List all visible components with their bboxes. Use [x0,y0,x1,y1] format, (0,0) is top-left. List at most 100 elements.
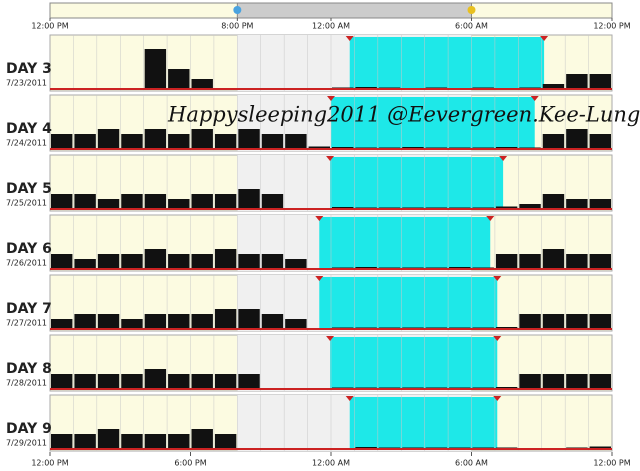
activity-bar [308,146,330,149]
day-label: DAY 8 [6,361,52,377]
sleep-marker [530,96,539,101]
sleep-period [331,97,535,149]
activity-bar [97,429,120,449]
bottom-tick-label: 12:00 AM [312,459,350,468]
activity-bar [285,134,307,149]
activity-bar [214,194,237,209]
activity-bar [238,129,260,149]
activity-bar [74,259,96,269]
date-label: 7/26/2011 [6,259,47,268]
activity-bar [589,74,611,89]
activity-bar [144,369,167,389]
activity-bar [191,429,213,449]
activity-bar [121,194,143,209]
activity-bar [168,134,190,149]
activity-bar [566,199,588,209]
activity-bar [51,319,73,329]
bottom-tick-label: 6:00 PM [174,459,206,468]
activity-bar [121,434,143,449]
activity-bar [285,319,307,329]
activity-bar [97,374,120,389]
activity-bar [51,254,73,269]
activity-bar [97,199,120,209]
activity-bar [566,374,588,389]
activity-bar [589,134,611,149]
activity-bar [97,129,120,149]
activity-bar [285,259,307,269]
activity-bar [191,314,213,329]
activity-bar [144,249,167,269]
top-tick-label: 12:00 AM [312,22,350,31]
sleep-marker [493,276,502,281]
activity-bar [51,434,73,449]
activity-bar [144,129,167,149]
activity-bar [191,129,213,149]
top-tick-label: 12:00 PM [31,22,68,31]
activity-bar [51,374,73,389]
activity-bar [121,374,143,389]
bottom-tick-label: 12:00 PM [593,459,630,468]
activity-bar [261,194,284,209]
activity-bar [168,199,190,209]
activity-bar [97,254,120,269]
activity-bar [519,254,541,269]
sleep-marker [326,336,335,341]
sleep-marker [486,216,495,221]
activity-bar [261,134,284,149]
activity-bar [261,254,284,269]
date-label: 7/24/2011 [6,139,47,148]
activity-bar [74,314,96,329]
activity-bar [238,254,260,269]
activity-bar [542,84,565,89]
activity-bar [191,374,213,389]
activity-bar [144,314,167,329]
activity-bar [214,434,237,449]
activity-bar [191,194,213,209]
top-tick-label: 8:00 PM [221,22,253,31]
day-label: DAY 6 [6,241,52,257]
sleep-period [349,397,498,449]
activity-bar [51,134,73,149]
activity-bar [191,254,213,269]
date-label: 7/23/2011 [6,79,47,88]
top-tick-label: 12:00 PM [593,22,630,31]
activity-bar [589,199,611,209]
activity-bar [214,374,237,389]
activity-bar [214,309,237,329]
watermark: Happysleeping2011 @Eevergreen.Kee-Lung [167,103,640,127]
sleep-period [330,337,498,389]
activity-bar [519,204,541,209]
activity-bar [589,446,611,449]
day-label: DAY 7 [6,301,52,317]
activity-bar [121,254,143,269]
activity-bar [214,249,237,269]
activity-bar [74,434,96,449]
activity-bar [238,374,260,389]
activity-bar [168,374,190,389]
activity-bar [144,434,167,449]
bottom-tick-label: 6:00 AM [455,459,488,468]
activity-bar [542,249,565,269]
activity-bar [542,314,565,329]
activity-bar [238,309,260,329]
activity-bar [191,79,213,89]
date-label: 7/28/2011 [6,379,47,388]
activity-bar [566,254,588,269]
sleep-marker [345,396,354,401]
sleep-marker [315,216,324,221]
activity-bar [238,189,260,209]
sleep-period [330,157,504,209]
activity-bar [566,314,588,329]
day-label: DAY 4 [6,121,52,137]
activity-bar [589,314,611,329]
moon-icon [233,6,242,14]
timeline-night [236,2,472,19]
activity-bar [74,134,96,149]
activity-bar [168,254,190,269]
activity-bar [168,69,190,89]
activity-bar [74,194,96,209]
sleep-period [319,217,491,269]
date-label: 7/27/2011 [6,319,47,328]
activity-bar [566,74,588,89]
activity-bar [542,134,565,149]
